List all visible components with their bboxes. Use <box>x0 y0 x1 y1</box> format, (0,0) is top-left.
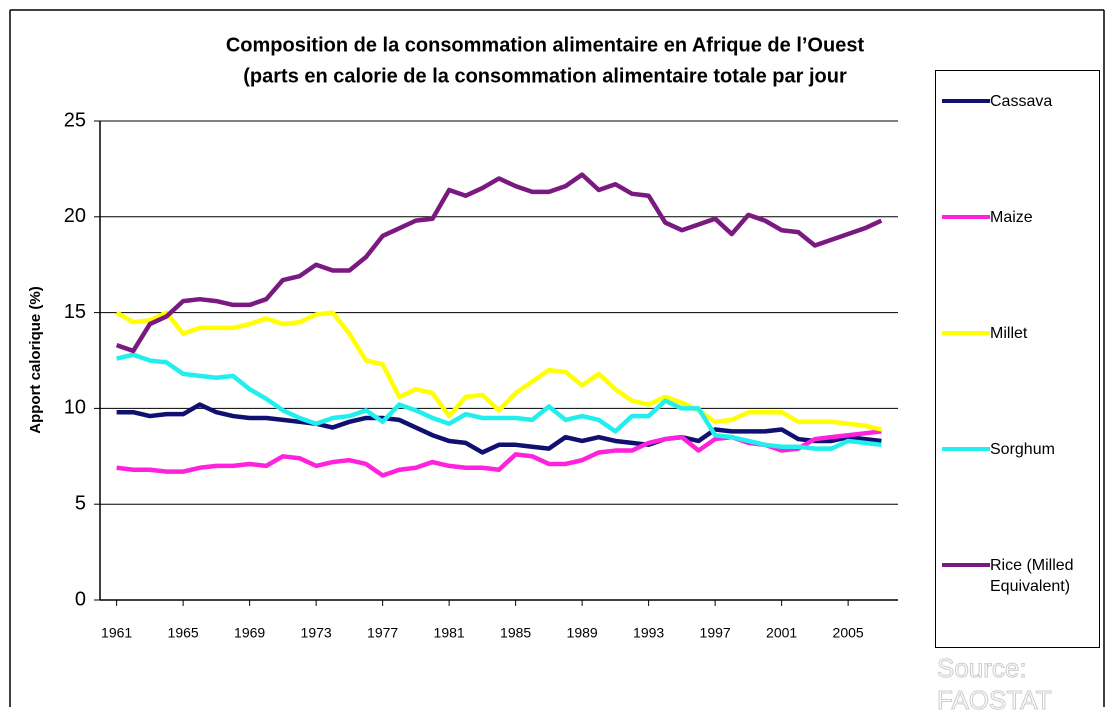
legend-swatch <box>942 331 990 335</box>
legend-swatch <box>942 99 990 103</box>
legend: Cassava Maize Millet Sorghum Rice (Milled Eq… <box>935 70 1100 648</box>
source: Source: FAOSTAT <box>937 653 1053 716</box>
legend-entry: Rice (Milled Equivalent) <box>942 555 1095 597</box>
x-tick-label: 1985 <box>500 625 531 641</box>
legend-entry: Cassava <box>942 91 1095 112</box>
x-tick-label: 1965 <box>168 625 199 641</box>
y-tick-label: 0 <box>75 588 86 610</box>
y-tick-label: 5 <box>75 492 86 514</box>
legend-swatch <box>942 563 990 567</box>
x-tick-label: 2005 <box>833 625 864 641</box>
legend-label: Sorghum <box>990 441 1055 458</box>
legend-label: Millet <box>990 325 1028 342</box>
x-tick-label: 1993 <box>633 625 664 641</box>
legend-label: Maize <box>990 209 1033 226</box>
legend-entry: Maize <box>942 207 1095 228</box>
chart-subtitle: (parts en calorie de la consommation ali… <box>243 65 847 87</box>
legend-label: Rice (Milled Equivalent) <box>990 557 1074 595</box>
x-tick-label: 1961 <box>101 625 132 641</box>
y-axis-label: Apport calorique (%) <box>27 286 44 434</box>
x-tick-label: 1997 <box>700 625 731 641</box>
chart-title: Composition de la consommation alimentai… <box>226 34 865 56</box>
y-tick-label: 10 <box>64 397 86 419</box>
legend-entry: Sorghum <box>942 439 1095 460</box>
series-line <box>115 172 883 354</box>
legend-swatch <box>942 215 990 219</box>
series-line <box>115 310 882 432</box>
x-tick-label: 1973 <box>301 625 332 641</box>
legend-entry: Millet <box>942 323 1095 344</box>
series-line <box>116 402 882 455</box>
x-tick-label: 2001 <box>766 625 797 641</box>
x-tick-label: 1981 <box>434 625 465 641</box>
y-tick-label: 15 <box>64 301 86 323</box>
legend-swatch <box>942 447 990 451</box>
series-line <box>116 352 882 451</box>
x-tick-label: 1989 <box>567 625 598 641</box>
x-tick-label: 1969 <box>234 625 265 641</box>
y-tick-label: 20 <box>64 205 86 227</box>
legend-label: Cassava <box>990 93 1053 110</box>
y-tick-label: 25 <box>64 109 86 131</box>
x-tick-label: 1977 <box>367 625 398 641</box>
series-line <box>116 429 882 478</box>
